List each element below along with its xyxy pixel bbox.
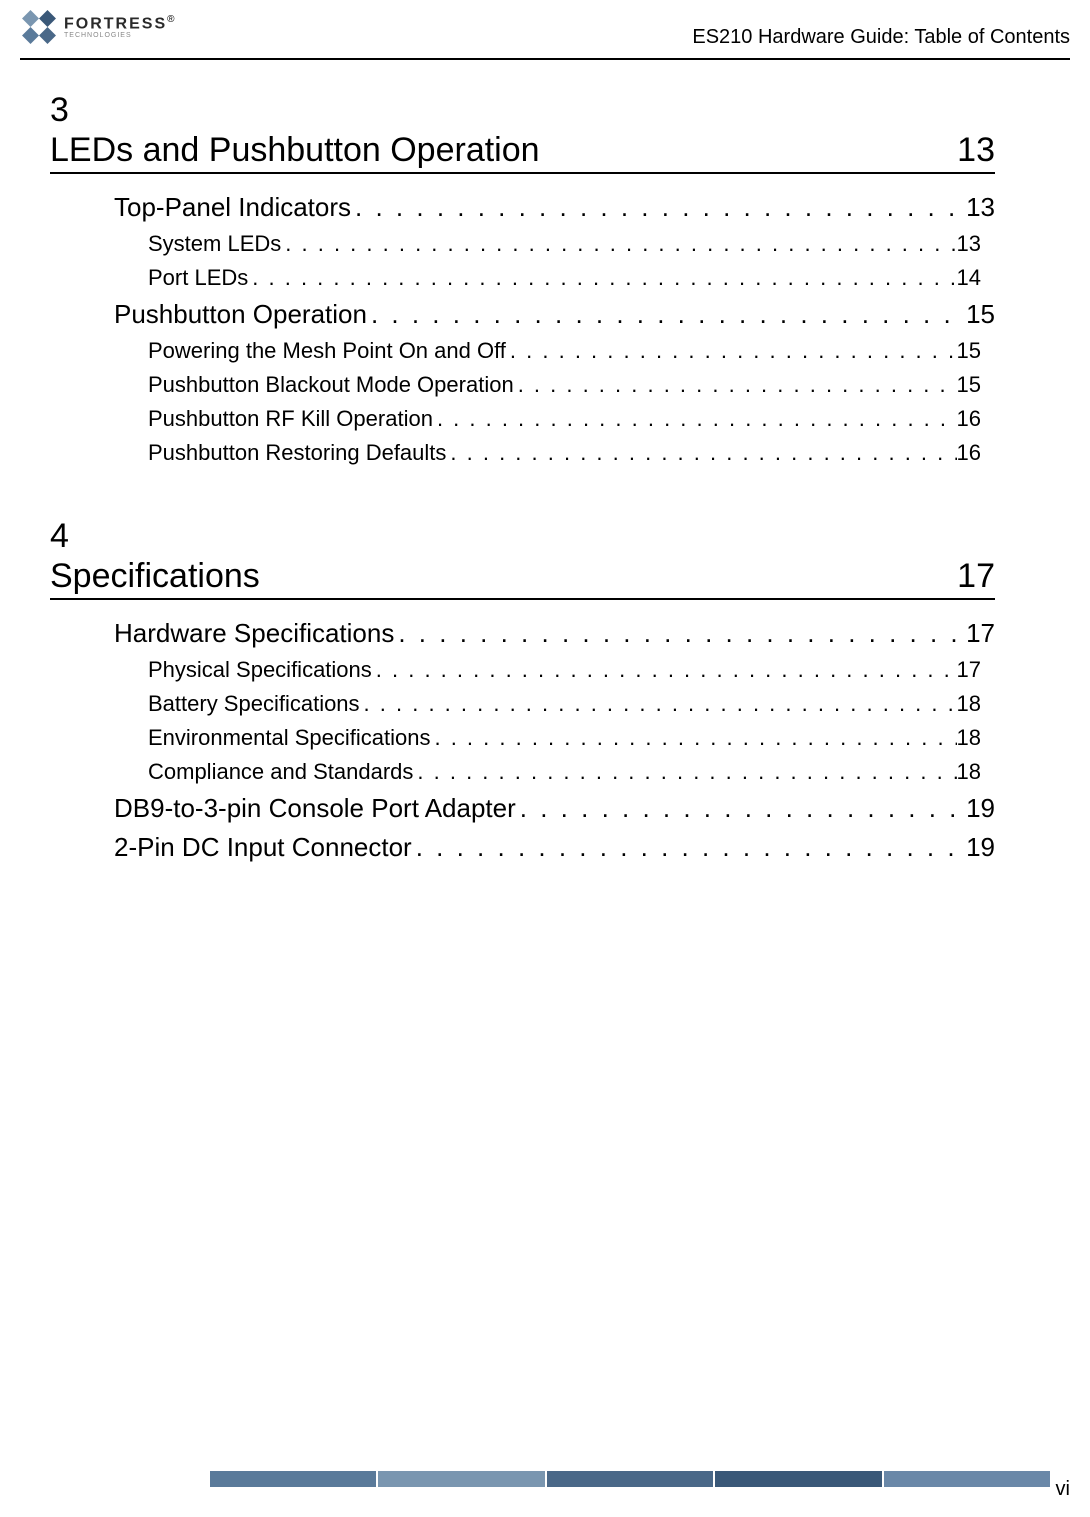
fortress-logo-icon	[20, 8, 58, 46]
toc-label: Powering the Mesh Point On and Off	[148, 338, 506, 364]
toc-label: System LEDs	[148, 231, 281, 257]
toc-label: Pushbutton Restoring Defaults	[148, 440, 446, 466]
toc-dots: . . . . . . . . . . . . . . . . . . . . …	[367, 299, 966, 330]
toc-dots: . . . . . . . . . . . . . . . . . . . . …	[514, 372, 957, 398]
logo-sub-text: TECHNOLOGIES	[64, 32, 175, 39]
toc-entry: DB9-to-3-pin Console Port Adapter. . . .…	[50, 793, 995, 824]
toc-page: 19	[966, 832, 995, 863]
toc-dots: . . . . . . . . . . . . . . . . . . . . …	[430, 725, 956, 751]
toc-entry: Port LEDs. . . . . . . . . . . . . . . .…	[50, 265, 995, 291]
toc-label: Top-Panel Indicators	[114, 192, 351, 223]
toc-entry: Top-Panel Indicators. . . . . . . . . . …	[50, 192, 995, 223]
toc-entry: Battery Specifications. . . . . . . . . …	[50, 691, 995, 717]
toc-dots: . . . . . . . . . . . . . . . . . . . . …	[281, 231, 956, 257]
footer-segment	[210, 1471, 378, 1487]
chapter-title-row: Specifications 17	[50, 557, 995, 600]
toc-label: Environmental Specifications	[148, 725, 430, 751]
toc-label: Hardware Specifications	[114, 618, 394, 649]
toc-label: Pushbutton RF Kill Operation	[148, 406, 433, 432]
chapter-number: 4	[50, 516, 995, 557]
toc-entry: System LEDs. . . . . . . . . . . . . . .…	[50, 231, 995, 257]
toc-entry: Pushbutton Operation. . . . . . . . . . …	[50, 299, 995, 330]
toc-dots: . . . . . . . . . . . . . . . . . . . . …	[372, 657, 957, 683]
header-text: ES210 Hardware Guide: Table of Contents	[692, 26, 1070, 49]
toc-label: Pushbutton Operation	[114, 299, 367, 330]
toc-page: 15	[957, 338, 995, 364]
toc-dots: . . . . . . . . . . . . . . . . . . . . …	[433, 406, 957, 432]
toc-page: 17	[966, 618, 995, 649]
toc-page: 14	[957, 265, 995, 291]
toc-entry: Hardware Specifications. . . . . . . . .…	[50, 618, 995, 649]
footer-color-bar	[210, 1471, 1050, 1487]
footer-segment	[547, 1471, 715, 1487]
toc-page: 18	[957, 691, 995, 717]
footer-segment	[884, 1471, 1050, 1487]
toc-dots: . . . . . . . . . . . . . . . . . . . . …	[413, 759, 956, 785]
toc-label: 2-Pin DC Input Connector	[114, 832, 412, 863]
toc-dots: . . . . . . . . . . . . . . . . . . . . …	[351, 192, 966, 223]
page-footer: vi	[0, 1467, 1090, 1497]
toc-entry: Pushbutton Blackout Mode Operation. . . …	[50, 372, 995, 398]
toc-entry: Pushbutton RF Kill Operation. . . . . . …	[50, 406, 995, 432]
toc-page: 15	[957, 372, 995, 398]
footer-segment	[378, 1471, 546, 1487]
toc-page: 16	[957, 406, 995, 432]
footer-segment	[715, 1471, 883, 1487]
logo: FORTRESS® TECHNOLOGIES	[20, 8, 175, 46]
logo-text: FORTRESS® TECHNOLOGIES	[64, 15, 175, 39]
toc-page: 18	[957, 725, 995, 751]
toc-page: 18	[957, 759, 995, 785]
toc-label: Physical Specifications	[148, 657, 372, 683]
chapter-title: LEDs and Pushbutton Operation	[50, 131, 540, 170]
chapter-number: 3	[50, 90, 995, 131]
toc-entry: Compliance and Standards. . . . . . . . …	[50, 759, 995, 785]
toc-page: 19	[966, 793, 995, 824]
toc-dots: . . . . . . . . . . . . . . . . . . . . …	[360, 691, 957, 717]
toc-dots: . . . . . . . . . . . . . . . . . . . . …	[412, 832, 966, 863]
toc-label: DB9-to-3-pin Console Port Adapter	[114, 793, 516, 824]
toc-page: 13	[966, 192, 995, 223]
chapter-page: 17	[957, 557, 995, 596]
toc-dots: . . . . . . . . . . . . . . . . . . . . …	[516, 793, 966, 824]
toc-entry: 2-Pin DC Input Connector. . . . . . . . …	[50, 832, 995, 863]
toc-content: 3LEDs and Pushbutton Operation13Top-Pane…	[0, 60, 1090, 863]
toc-page: 15	[966, 299, 995, 330]
toc-page: 16	[957, 440, 995, 466]
chapter-page: 13	[957, 131, 995, 170]
page-header: FORTRESS® TECHNOLOGIES ES210 Hardware Gu…	[20, 0, 1070, 60]
toc-dots: . . . . . . . . . . . . . . . . . . . . …	[248, 265, 956, 291]
toc-label: Compliance and Standards	[148, 759, 413, 785]
logo-main-text: FORTRESS	[64, 15, 167, 32]
toc-label: Battery Specifications	[148, 691, 360, 717]
chapter-title-row: LEDs and Pushbutton Operation 13	[50, 131, 995, 174]
chapter-title: Specifications	[50, 557, 260, 596]
toc-page: 17	[957, 657, 995, 683]
chapter-section: 3LEDs and Pushbutton Operation13Top-Pane…	[50, 90, 995, 466]
logo-registered: ®	[167, 14, 174, 25]
toc-label: Pushbutton Blackout Mode Operation	[148, 372, 514, 398]
chapter-section: 4Specifications17Hardware Specifications…	[50, 516, 995, 863]
toc-dots: . . . . . . . . . . . . . . . . . . . . …	[506, 338, 957, 364]
toc-dots: . . . . . . . . . . . . . . . . . . . . …	[394, 618, 966, 649]
toc-entry: Powering the Mesh Point On and Off. . . …	[50, 338, 995, 364]
toc-entry: Environmental Specifications. . . . . . …	[50, 725, 995, 751]
toc-entry: Physical Specifications. . . . . . . . .…	[50, 657, 995, 683]
toc-page: 13	[957, 231, 995, 257]
toc-dots: . . . . . . . . . . . . . . . . . . . . …	[446, 440, 956, 466]
toc-label: Port LEDs	[148, 265, 248, 291]
page-number: vi	[1056, 1478, 1070, 1501]
toc-entry: Pushbutton Restoring Defaults. . . . . .…	[50, 440, 995, 466]
